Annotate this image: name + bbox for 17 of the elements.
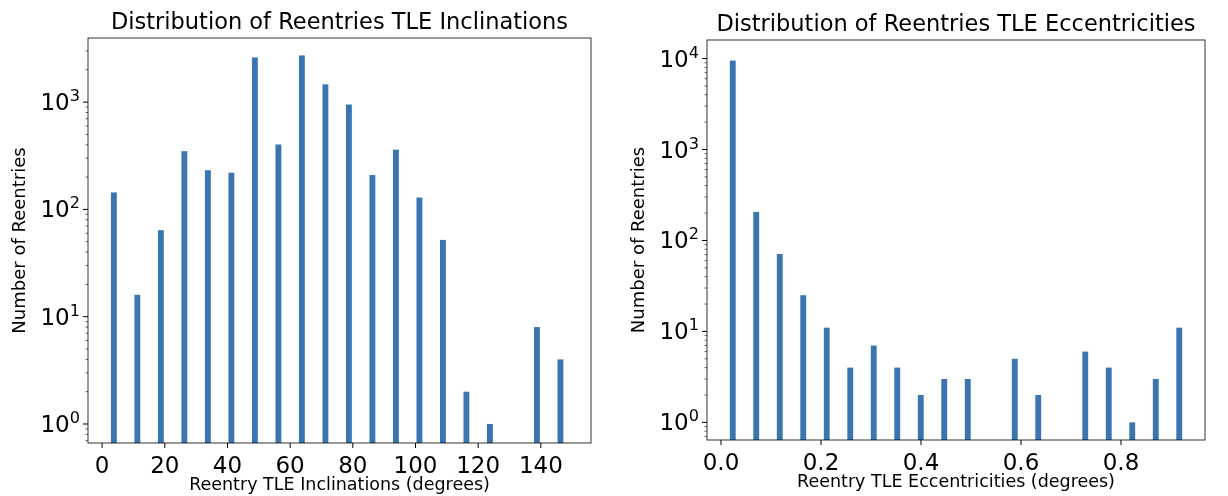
- chart-title: Distribution of Reentries TLE Eccentricities: [716, 10, 1196, 36]
- y-axis-title: Number of Reentries: [8, 147, 29, 334]
- y-tick-label: 10$^{0}$: [40, 407, 80, 437]
- y-tick-label: 10$^{1}$: [659, 314, 699, 345]
- chart-title: Distribution of Reentries TLE Inclinations: [110, 8, 569, 34]
- y-tick-label: 10$^{3}$: [40, 85, 80, 116]
- y-tick-label: 10$^{3}$: [659, 133, 699, 163]
- x-tick-label: 0: [94, 452, 110, 478]
- x-tick-label: 20: [150, 452, 180, 478]
- y-tick-label: 10$^{1}$: [40, 300, 80, 330]
- y-axis-title: Number of Reentries: [627, 146, 648, 334]
- y-tick-label: 10$^{2}$: [40, 192, 80, 223]
- x-tick-label: 0.0: [702, 449, 740, 475]
- y-tick-label: 10$^{4}$: [659, 42, 699, 72]
- y-tick-label: 10$^{2}$: [659, 223, 699, 254]
- y-tick-label: 10$^{0}$: [659, 405, 699, 436]
- x-tick-label: 140: [518, 452, 563, 478]
